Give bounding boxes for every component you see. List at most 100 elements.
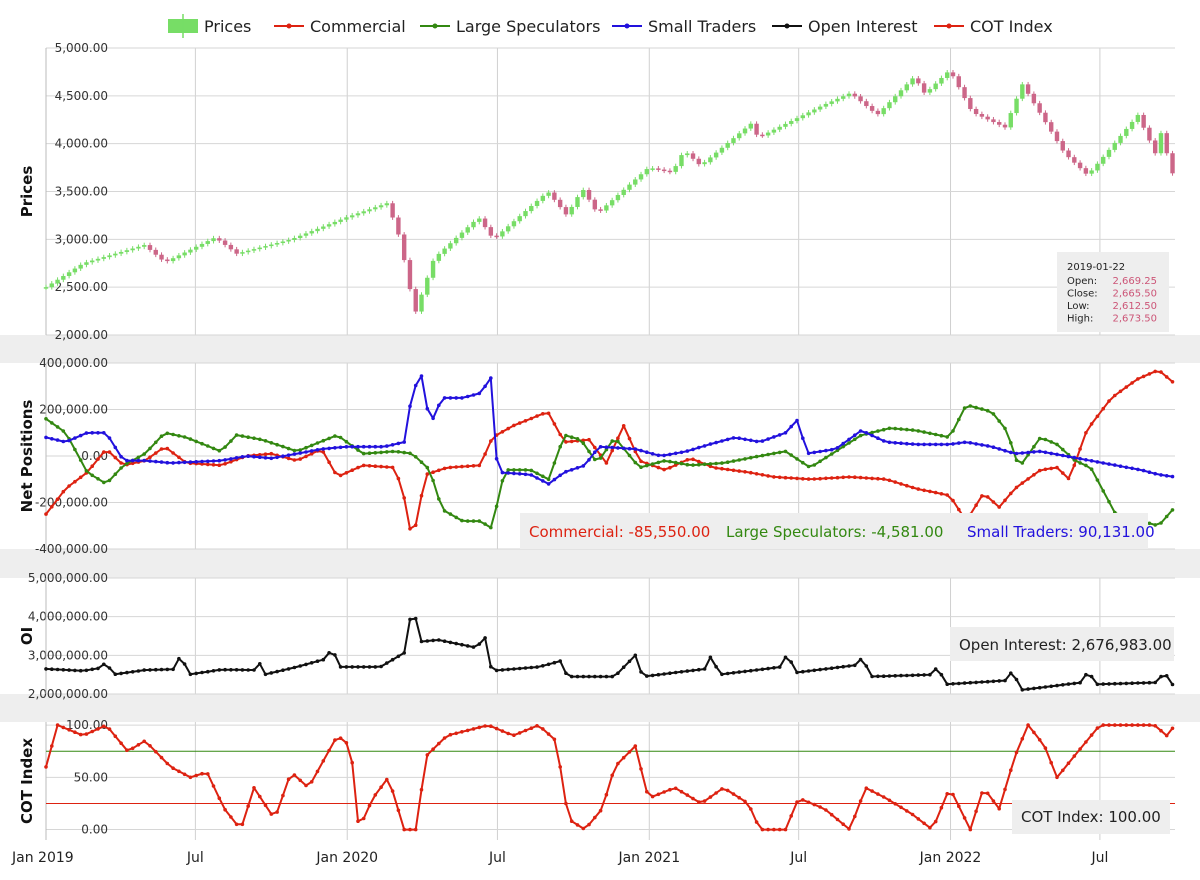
cot-point — [211, 784, 216, 788]
legend-swatch-marker — [432, 23, 438, 29]
oi-point — [1147, 680, 1152, 685]
small-point — [177, 460, 181, 465]
commercial-point — [835, 475, 840, 480]
large-point — [541, 474, 545, 479]
commercial-point — [1170, 380, 1175, 384]
candle-body — [869, 106, 875, 111]
small-point — [656, 453, 661, 458]
candle-body — [234, 249, 239, 254]
candle-body — [72, 268, 78, 273]
cot-point — [73, 730, 77, 734]
large-point — [292, 448, 297, 453]
cot-point — [720, 787, 724, 791]
large-point — [286, 446, 291, 451]
commercial-point — [720, 466, 724, 471]
cot-point — [587, 822, 591, 827]
large-point — [668, 459, 672, 464]
series-small[interactable] — [44, 374, 1175, 486]
large-point — [639, 465, 643, 470]
candle-body — [361, 211, 366, 214]
large-point — [535, 471, 539, 476]
cot-point — [691, 796, 695, 801]
candle-body — [609, 200, 615, 206]
oi-point — [795, 670, 799, 675]
small-point — [645, 450, 649, 455]
series-oi[interactable] — [44, 616, 1175, 692]
oi-point — [593, 674, 597, 679]
cot-point — [968, 827, 973, 832]
cot-point — [61, 725, 66, 730]
oi-point — [281, 668, 285, 672]
legend-item[interactable]: Small Traders — [612, 17, 756, 36]
oi-point — [142, 668, 146, 672]
large-point — [1043, 437, 1048, 442]
candle-body — [540, 195, 546, 201]
small-point — [159, 460, 164, 464]
series-commercial[interactable] — [44, 369, 1175, 531]
large-point — [206, 444, 210, 448]
cot-point — [477, 725, 482, 730]
small-point — [125, 458, 129, 463]
cot-point — [858, 799, 863, 803]
commercial-point — [350, 468, 355, 473]
cot-point — [350, 760, 355, 765]
small-point — [379, 444, 383, 449]
large-point — [893, 426, 897, 431]
net-positions-panel[interactable]: -400,000.00-200,000.000.00200,000.00400,… — [18, 356, 1175, 556]
series-cot[interactable] — [44, 723, 1175, 832]
chart-legend[interactable]: Prices Commercial Large Speculators Small T… — [168, 14, 1053, 38]
large-point — [84, 469, 89, 473]
commercial-point — [945, 493, 949, 497]
legend-item[interactable]: Large Speculators — [420, 17, 600, 36]
commercial-point — [211, 463, 216, 467]
small-point — [899, 441, 903, 446]
y-tick-label: -400,000.00 — [35, 542, 108, 556]
oi-point — [951, 682, 955, 686]
candle-body — [598, 209, 603, 211]
small-point — [569, 468, 574, 472]
cot-point — [229, 815, 233, 819]
cot-point — [760, 827, 765, 832]
large-point — [789, 453, 793, 457]
small-point — [523, 472, 528, 477]
oi-point — [1043, 685, 1048, 689]
legend-item[interactable]: Commercial — [274, 17, 406, 36]
oi-point — [512, 667, 516, 671]
cot-point — [102, 724, 106, 729]
oi-point — [1107, 682, 1111, 686]
cot-point — [425, 753, 430, 757]
cot-point — [44, 765, 48, 769]
small-point — [107, 436, 112, 440]
open-interest-panel[interactable]: 2,000,000.00 3,000,000.00 4,000,000.00 5,00… — [18, 571, 1175, 701]
candle-body — [956, 76, 961, 88]
small-point — [154, 459, 158, 464]
oi-point — [494, 668, 499, 673]
candle-body — [973, 108, 979, 115]
candle-body — [211, 238, 216, 242]
large-point — [1095, 478, 1100, 482]
cot-point — [1084, 740, 1088, 744]
y-tick-label: 2,000,000.00 — [28, 687, 108, 701]
cot-point — [893, 802, 897, 806]
legend-item[interactable]: Open Interest — [772, 17, 917, 36]
small-point — [460, 396, 464, 400]
legend-item[interactable]: COT Index — [934, 17, 1053, 36]
oi-point — [298, 664, 303, 668]
commercial-point — [1084, 431, 1088, 435]
candle-body — [118, 251, 124, 254]
commercial-point — [1026, 477, 1030, 481]
prices-panel[interactable]: 2,000.00 2,500.00 3,000.00 3,500.00 4,000.00… — [18, 41, 1175, 342]
oi-point — [1003, 678, 1007, 683]
oi-point — [188, 672, 193, 677]
candle-body — [725, 142, 730, 148]
candle-body — [315, 228, 320, 232]
candle-body — [240, 252, 245, 254]
small-point — [1055, 452, 1059, 457]
oi-point — [165, 667, 170, 672]
cot-index-panel[interactable]: 0.00 50.00 100.00 COT Index COT Index: 100.0… — [18, 718, 1175, 840]
candle-body — [667, 170, 673, 173]
cot-point — [442, 736, 447, 740]
candle-body — [679, 155, 684, 167]
oi-point — [148, 668, 152, 672]
legend-item[interactable]: Prices — [168, 14, 251, 38]
